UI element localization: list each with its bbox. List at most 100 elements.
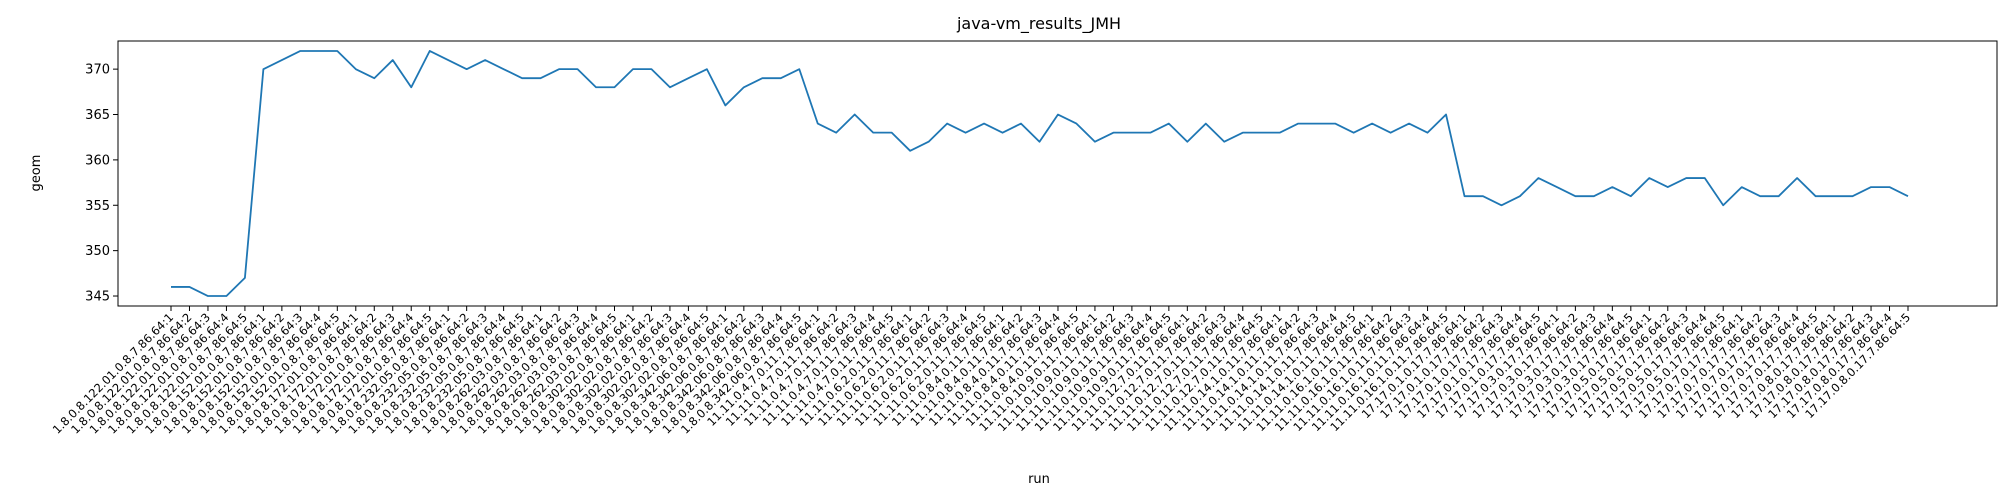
data-point <box>1500 204 1502 206</box>
data-point <box>392 59 394 61</box>
data-point <box>632 68 634 70</box>
data-point <box>1242 131 1244 133</box>
data-point <box>1537 177 1539 179</box>
data-point <box>1704 177 1706 179</box>
data-point <box>854 113 856 115</box>
data-point <box>927 141 929 143</box>
data-point <box>1463 195 1465 197</box>
y-tick-label: 360 <box>85 153 110 168</box>
data-point <box>1038 141 1040 143</box>
y-tick-label: 355 <box>85 199 110 214</box>
plot-area: 345 350 355 360 365 370 1.8.0.8.122.01.0.8.7.… <box>50 40 1998 437</box>
data-point <box>743 86 745 88</box>
data-point <box>1001 131 1003 133</box>
data-point <box>188 286 190 288</box>
data-point <box>262 68 264 70</box>
data-point <box>1334 122 1336 124</box>
data-point <box>1833 195 1835 197</box>
x-axis-label: run <box>1028 472 1050 487</box>
series-line <box>171 50 1909 297</box>
data-point <box>1352 131 1354 133</box>
data-point <box>946 122 948 124</box>
y-tick-label: 345 <box>85 290 110 305</box>
chart-title: java-vm_results_JMH <box>956 14 1121 34</box>
data-point <box>244 277 246 279</box>
data-point <box>447 59 449 61</box>
y-tick-label: 350 <box>85 244 110 259</box>
data-point <box>225 295 227 297</box>
data-point <box>1796 177 1798 179</box>
data-point <box>817 122 819 124</box>
data-point <box>1667 186 1669 188</box>
data-point <box>1371 122 1373 124</box>
y-axis-label: geom <box>29 155 44 192</box>
data-point <box>1075 122 1077 124</box>
data-point <box>1112 131 1114 133</box>
data-point <box>1574 195 1576 197</box>
data-point <box>1814 195 1816 197</box>
data-point <box>429 50 431 52</box>
data-point <box>1888 186 1890 188</box>
data-point <box>669 86 671 88</box>
data-point <box>1297 122 1299 124</box>
x-axis: 1.8.0.8.122.01.0.8.7.86.64:11.8.0.8.122.… <box>50 306 1913 437</box>
data-point <box>1149 131 1151 133</box>
data-point <box>890 131 892 133</box>
data-point <box>1630 195 1632 197</box>
data-point <box>281 59 283 61</box>
data-point <box>964 131 966 133</box>
data-point <box>1445 113 1447 115</box>
data-point <box>1740 186 1742 188</box>
data-point <box>761 77 763 79</box>
data-point <box>1131 131 1133 133</box>
data-point <box>170 286 172 288</box>
y-axis: 345 350 355 360 365 370 <box>85 63 118 305</box>
data-point <box>872 131 874 133</box>
data-point <box>1223 141 1225 143</box>
data-point <box>207 295 209 297</box>
data-point <box>1279 131 1281 133</box>
data-point <box>687 77 689 79</box>
data-point <box>1593 195 1595 197</box>
data-point <box>1389 131 1391 133</box>
data-point <box>1408 122 1410 124</box>
data-point <box>835 131 837 133</box>
y-tick-label: 365 <box>85 108 110 123</box>
data-point <box>1315 122 1317 124</box>
data-point <box>1168 122 1170 124</box>
data-point <box>1556 186 1558 188</box>
data-point <box>576 68 578 70</box>
data-point <box>909 150 911 152</box>
data-point <box>1426 131 1428 133</box>
data-point <box>1482 195 1484 197</box>
data-point <box>1020 122 1022 124</box>
data-point <box>613 86 615 88</box>
data-point <box>780 77 782 79</box>
data-point <box>558 68 560 70</box>
data-point <box>1870 186 1872 188</box>
data-point <box>1907 195 1909 197</box>
data-point <box>318 50 320 52</box>
data-point <box>373 77 375 79</box>
data-point <box>1519 195 1521 197</box>
data-point <box>1851 195 1853 197</box>
data-point <box>595 86 597 88</box>
data-point <box>1205 122 1207 124</box>
data-point <box>798 68 800 70</box>
data-point <box>484 59 486 61</box>
data-point <box>1057 113 1059 115</box>
data-point <box>355 68 357 70</box>
data-point <box>650 68 652 70</box>
data-point <box>1759 195 1761 197</box>
data-point <box>1611 186 1613 188</box>
data-point <box>706 68 708 70</box>
data-point <box>1648 177 1650 179</box>
data-point <box>336 50 338 52</box>
data-point <box>465 68 467 70</box>
data-point <box>1260 131 1262 133</box>
data-point <box>983 122 985 124</box>
data-point <box>299 50 301 52</box>
data-point <box>1685 177 1687 179</box>
